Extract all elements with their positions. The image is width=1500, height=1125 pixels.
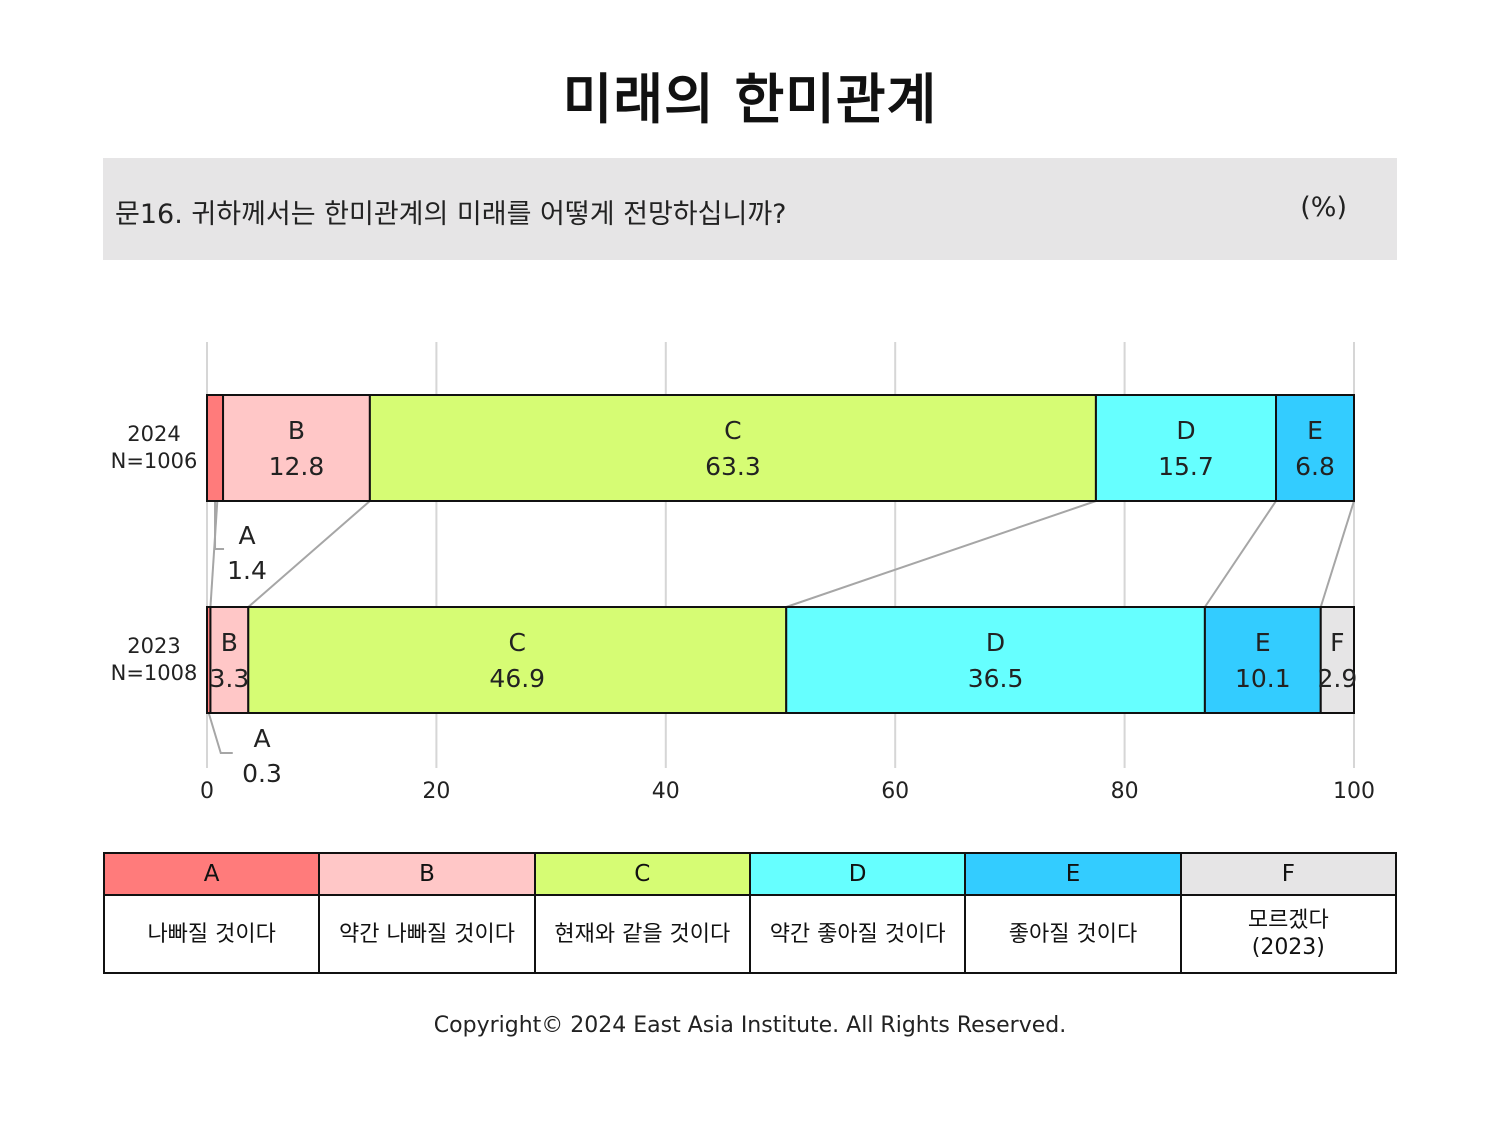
category-n-label: N=1006 <box>111 449 198 473</box>
x-tick-label: 40 <box>652 779 680 804</box>
leader-line-a-2023 <box>207 712 233 754</box>
bar-segment-c <box>368 394 1097 502</box>
connector-line <box>209 500 219 608</box>
bar-value-label: 46.9 <box>489 664 545 693</box>
connector-line <box>1204 500 1277 608</box>
x-tick-label: 100 <box>1333 779 1375 804</box>
unit-label: (%) <box>1300 192 1347 223</box>
bar-segment-f <box>1319 606 1356 714</box>
connector-line <box>247 500 371 608</box>
category-n-label: N=1008 <box>111 661 198 685</box>
bar-value-label: 15.7 <box>1158 452 1214 481</box>
bar-value-label: 36.5 <box>968 664 1024 693</box>
bar-series-label: D <box>1176 416 1195 445</box>
stacked-bar-chart: 0 20 40 60 80 100 B 12.8 C 63.3 D 15.7 E 6.8 2024 N=100… <box>111 342 1375 804</box>
legend-label-a: 나빠질 것이다 <box>102 894 321 974</box>
copyright-text: Copyright© 2024 East Asia Institute. All… <box>433 1013 1067 1038</box>
bar-value-label: 63.3 <box>705 452 761 481</box>
bar-value-label: 12.8 <box>269 452 325 481</box>
bar-series-label: C <box>509 628 526 657</box>
bar-value-label: 6.8 <box>1295 452 1335 481</box>
category-year-label: 2023 <box>127 634 180 658</box>
category-year-label: 2024 <box>127 422 180 446</box>
bar-series-label: E <box>1307 416 1323 445</box>
bar-value-label: 2.9 <box>1317 664 1357 693</box>
bar-series-label: A <box>238 521 255 550</box>
question-text: 문16. 귀하께서는 한미관계의 미래를 어떻게 전망하십니까? <box>115 199 787 230</box>
bar-segment-e <box>1203 606 1322 714</box>
connector-line <box>1319 500 1355 608</box>
legend-code-c: C <box>533 852 751 896</box>
bar-segment-d <box>1094 394 1278 502</box>
legend-code-a: A <box>102 852 321 896</box>
legend-label-d: 약간 좋아질 것이다 <box>748 894 967 974</box>
bar-series-label: F <box>1330 628 1344 657</box>
legend-code-e: E <box>964 852 1182 896</box>
legend-label-f: 모르겠다 (2023) <box>1179 894 1398 974</box>
bar-series-label: D <box>986 628 1005 657</box>
bar-value-label: 3.3 <box>209 664 249 693</box>
bar-value-label: 10.1 <box>1235 664 1291 693</box>
x-tick-label: 0 <box>200 779 214 804</box>
legend-table: A B C D E F 나빠질 것이다 약간 나빠질 것이다 현재와 같을 것이… <box>102 852 1398 974</box>
bar-series-label: A <box>253 724 270 753</box>
x-tick-label: 80 <box>1111 779 1139 804</box>
bar-segment-a <box>206 394 225 502</box>
bar-series-label: B <box>221 628 238 657</box>
bar-series-label: B <box>288 416 305 445</box>
legend-label-e: 좋아질 것이다 <box>964 894 1182 974</box>
bar-segment-b <box>209 606 250 714</box>
bar-series-label: E <box>1255 628 1271 657</box>
leader-line-a-2024 <box>214 501 225 550</box>
bar-segment-c <box>247 606 788 714</box>
bar-value-label: 1.4 <box>227 556 267 585</box>
question-box: 문16. 귀하께서는 한미관계의 미래를 어떻게 전망하십니까? (%) <box>103 158 1397 260</box>
legend-code-f: F <box>1179 852 1398 896</box>
bar-segment-e <box>1275 394 1356 502</box>
legend-code-b: B <box>318 852 536 896</box>
connector-line <box>785 500 1097 608</box>
bar-series-label: C <box>724 416 741 445</box>
bar-segment-d <box>785 606 1206 714</box>
legend-code-d: D <box>748 852 967 896</box>
page-title: 미래의 한미관계 <box>562 68 938 131</box>
bar-value-label: 0.3 <box>242 759 282 788</box>
legend-label-b: 약간 나빠질 것이다 <box>318 894 536 974</box>
legend-label-c: 현재와 같을 것이다 <box>533 894 751 974</box>
x-tick-label: 60 <box>881 779 909 804</box>
bar-segment-b <box>222 394 371 502</box>
x-tick-label: 20 <box>422 779 450 804</box>
